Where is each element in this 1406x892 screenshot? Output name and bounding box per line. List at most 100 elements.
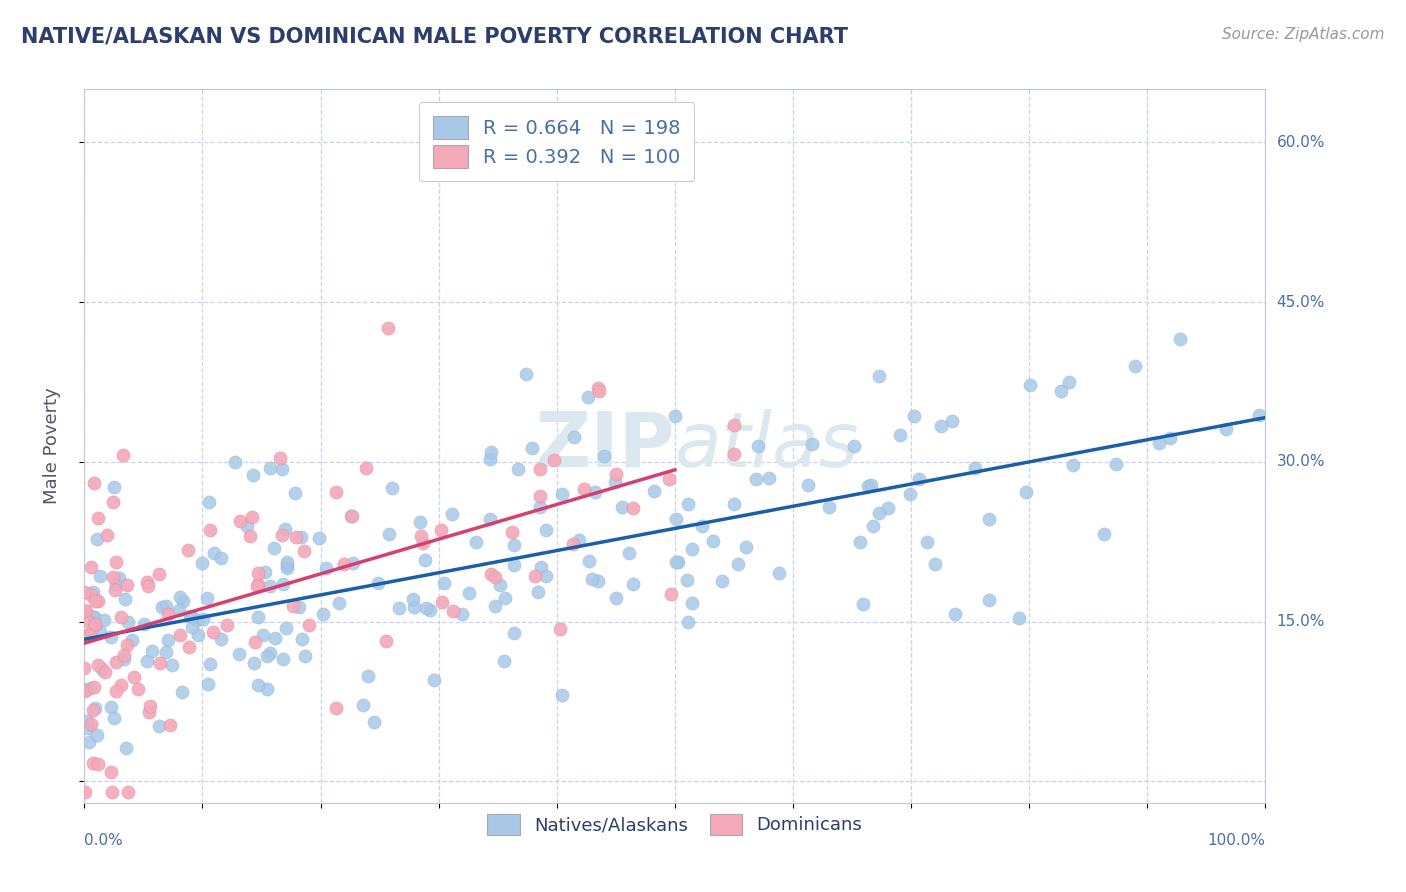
Point: [586, 574, 609, 589]
Point: [209, 550, 232, 565]
Point: [298, 618, 321, 632]
Point: [170, 685, 193, 699]
Point: [801, 436, 824, 450]
Point: [228, 647, 250, 661]
Text: 100.0%: 100.0%: [1208, 833, 1265, 848]
Point: [340, 508, 363, 523]
Point: [354, 461, 377, 475]
Point: [876, 501, 898, 516]
Point: [340, 509, 363, 524]
Point: [548, 622, 571, 636]
Point: [747, 439, 769, 453]
Point: [80, 587, 103, 601]
Point: [797, 477, 820, 491]
Point: [401, 592, 423, 607]
Point: [678, 497, 700, 511]
Point: [308, 531, 330, 545]
Point: [1050, 384, 1073, 398]
Point: [543, 453, 565, 467]
Point: [135, 574, 157, 589]
Point: [139, 699, 162, 714]
Point: [605, 591, 627, 605]
Point: [73, 630, 96, 644]
Point: [148, 567, 170, 582]
Point: [415, 601, 437, 615]
Point: [581, 572, 603, 586]
Point: [89, 625, 111, 640]
Text: 45.0%: 45.0%: [1277, 294, 1324, 310]
Point: [87, 594, 110, 608]
Point: [903, 409, 925, 424]
Point: [202, 624, 225, 639]
Point: [89, 569, 111, 583]
Point: [465, 535, 488, 549]
Point: [155, 599, 177, 614]
Point: [430, 523, 453, 537]
Point: [179, 609, 201, 624]
Point: [520, 441, 543, 455]
Point: [259, 579, 281, 593]
Point: [273, 523, 295, 537]
Point: [254, 565, 277, 579]
Point: [155, 645, 177, 659]
Point: [247, 577, 270, 591]
Point: [209, 632, 232, 646]
Point: [246, 678, 269, 692]
Point: [229, 514, 252, 528]
Point: [665, 512, 688, 526]
Point: [387, 601, 409, 615]
Point: [374, 634, 396, 648]
Point: [117, 785, 139, 799]
Point: [86, 658, 108, 673]
Point: [534, 523, 557, 537]
Point: [457, 586, 479, 600]
Text: Source: ZipAtlas.com: Source: ZipAtlas.com: [1222, 27, 1385, 42]
Point: [484, 570, 506, 584]
Point: [690, 519, 713, 533]
Point: [723, 497, 745, 511]
Point: [619, 546, 641, 560]
Point: [271, 462, 294, 476]
Point: [101, 785, 124, 799]
Point: [86, 532, 108, 546]
Point: [915, 534, 938, 549]
Point: [104, 577, 127, 591]
Point: [96, 528, 118, 542]
Point: [489, 578, 512, 592]
Point: [104, 684, 127, 698]
Point: [77, 721, 100, 735]
Point: [80, 717, 103, 731]
Point: [197, 495, 219, 509]
Point: [276, 621, 298, 635]
Point: [215, 618, 238, 632]
Point: [527, 585, 550, 599]
Point: [235, 519, 257, 533]
Point: [603, 475, 626, 490]
Point: [93, 613, 115, 627]
Point: [578, 554, 600, 568]
Point: [621, 501, 644, 516]
Point: [479, 567, 502, 582]
Point: [141, 644, 163, 658]
Point: [562, 430, 585, 444]
Point: [252, 628, 274, 642]
Point: [381, 481, 404, 495]
Point: [200, 657, 222, 672]
Point: [333, 557, 356, 571]
Point: [844, 439, 866, 453]
Point: [1215, 422, 1237, 436]
Point: [1057, 375, 1080, 389]
Point: [1062, 458, 1084, 472]
Point: [676, 574, 699, 588]
Point: [77, 615, 100, 630]
Point: [1159, 431, 1181, 445]
Point: [312, 607, 335, 621]
Point: [353, 698, 375, 713]
Point: [284, 486, 307, 500]
Text: atlas: atlas: [675, 409, 859, 483]
Point: [276, 555, 298, 569]
Point: [572, 482, 595, 496]
Point: [104, 582, 127, 597]
Point: [561, 537, 583, 551]
Point: [681, 542, 703, 557]
